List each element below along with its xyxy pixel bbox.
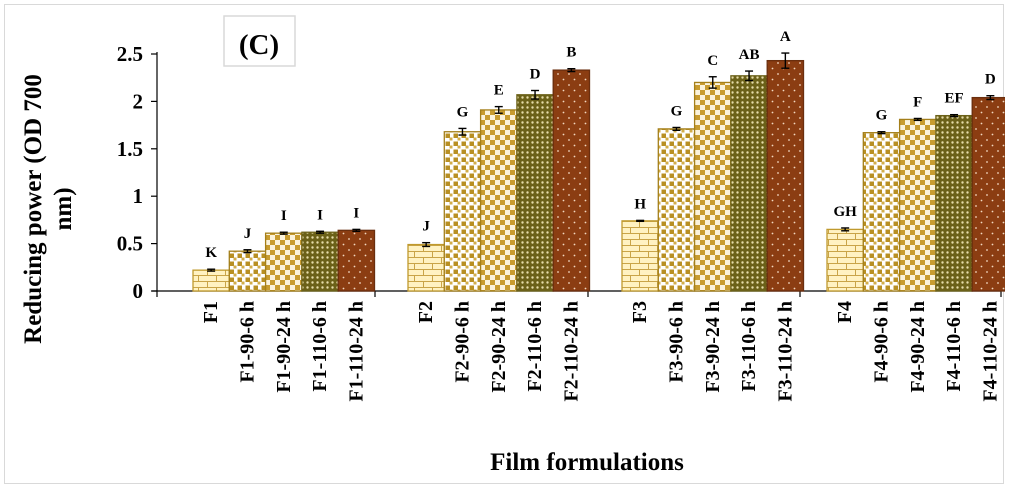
x-tick-label: F1-90-24 h	[273, 301, 295, 393]
y-axis-title: Reducing power (OD 700 nm)	[20, 74, 77, 344]
x-tick-label: F4	[834, 301, 856, 323]
bar	[516, 94, 554, 292]
x-tick-label: F3-90-24 h	[702, 301, 724, 393]
x-tick-label: F2-110-6 h	[524, 301, 546, 392]
bar	[552, 69, 591, 292]
x-tick-label: F1	[200, 301, 222, 323]
significance-letter: C	[707, 53, 718, 69]
significance-letter: I	[353, 205, 359, 221]
significance-letter: H	[634, 196, 646, 212]
significance-letter: G	[457, 104, 469, 120]
significance-letter: I	[281, 208, 287, 224]
chart-frame: (C) 0 0.5 1 1.5 2 2.5 K F1 J F1-90-6 h I F1-90-24 h…	[4, 4, 1005, 484]
bar	[935, 114, 973, 292]
x-tick-label: F3-110-6 h	[738, 301, 760, 392]
x-tick-label: F2-90-6 h	[451, 301, 473, 383]
plot-area: 0 0.5 1 1.5 2 2.5 K F1 J F1-90-6 h I F1-90-24 h I F1-…	[117, 29, 1005, 402]
bar	[479, 109, 518, 292]
significance-letter: K	[205, 245, 217, 261]
bar	[898, 118, 937, 292]
bar	[621, 220, 659, 292]
x-axis-title: Film formulations	[490, 449, 684, 476]
significance-letter: AB	[739, 47, 760, 63]
x-tick-label: F4-110-6 h	[943, 301, 965, 392]
y-tick-label: 1	[133, 184, 144, 208]
significance-letter: EF	[944, 91, 963, 107]
panel-label-box	[223, 15, 296, 67]
significance-letter: G	[671, 103, 683, 119]
significance-letter: J	[422, 219, 430, 235]
bar	[971, 96, 1005, 292]
x-tick-label: F3-90-6 h	[665, 301, 687, 383]
y-axis-title-line-1: Reducing power (OD 700	[20, 74, 47, 344]
y-tick-label: 0	[133, 279, 144, 303]
x-tick-label: F3	[629, 301, 651, 323]
significance-letter: A	[780, 29, 791, 45]
x-tick-label: F4-110-24 h	[979, 301, 1001, 402]
bar	[228, 250, 267, 292]
y-tick-label: 2	[133, 89, 144, 113]
x-tick-label: F1-90-6 h	[236, 301, 258, 383]
bar	[301, 231, 339, 292]
bar	[407, 243, 445, 292]
significance-letter: G	[876, 108, 888, 124]
significance-letter: E	[494, 83, 504, 99]
y-axis-title-line-2: nm)	[50, 187, 77, 230]
bar	[443, 131, 482, 292]
bar	[862, 132, 901, 292]
significance-letter: I	[317, 207, 323, 223]
significance-letter: B	[566, 45, 576, 61]
bar	[192, 269, 230, 292]
x-tick-label: F3-110-24 h	[774, 301, 796, 402]
x-tick-label: F1-110-6 h	[309, 301, 331, 392]
bar	[730, 75, 768, 292]
significance-letter: F	[913, 94, 922, 110]
x-tick-label: F2-110-24 h	[560, 301, 582, 402]
x-tick-label: F4-90-24 h	[907, 301, 929, 393]
bar-chart: (C) 0 0.5 1 1.5 2 2.5 K F1 J F1-90-6 h I F1-90-24 h…	[20, 15, 1005, 476]
significance-letter: GH	[833, 204, 857, 220]
bar	[264, 232, 303, 292]
bar	[693, 81, 732, 292]
y-tick-label: 0.5	[117, 232, 143, 256]
x-tick-label: F2	[415, 301, 437, 323]
x-tick-label: F4-90-6 h	[870, 301, 892, 383]
significance-letter: D	[530, 66, 541, 82]
significance-letter: J	[244, 226, 252, 242]
significance-letter: D	[985, 72, 996, 88]
bar	[337, 229, 376, 292]
bar	[657, 128, 696, 292]
x-tick-label: F2-90-24 h	[488, 301, 510, 393]
panel-label: (C)	[239, 29, 279, 61]
bar	[766, 59, 805, 292]
y-tick-label: 1.5	[117, 137, 143, 161]
x-tick-label: F1-110-24 h	[345, 301, 367, 402]
bar	[826, 228, 864, 292]
y-tick-label: 2.5	[117, 42, 143, 66]
